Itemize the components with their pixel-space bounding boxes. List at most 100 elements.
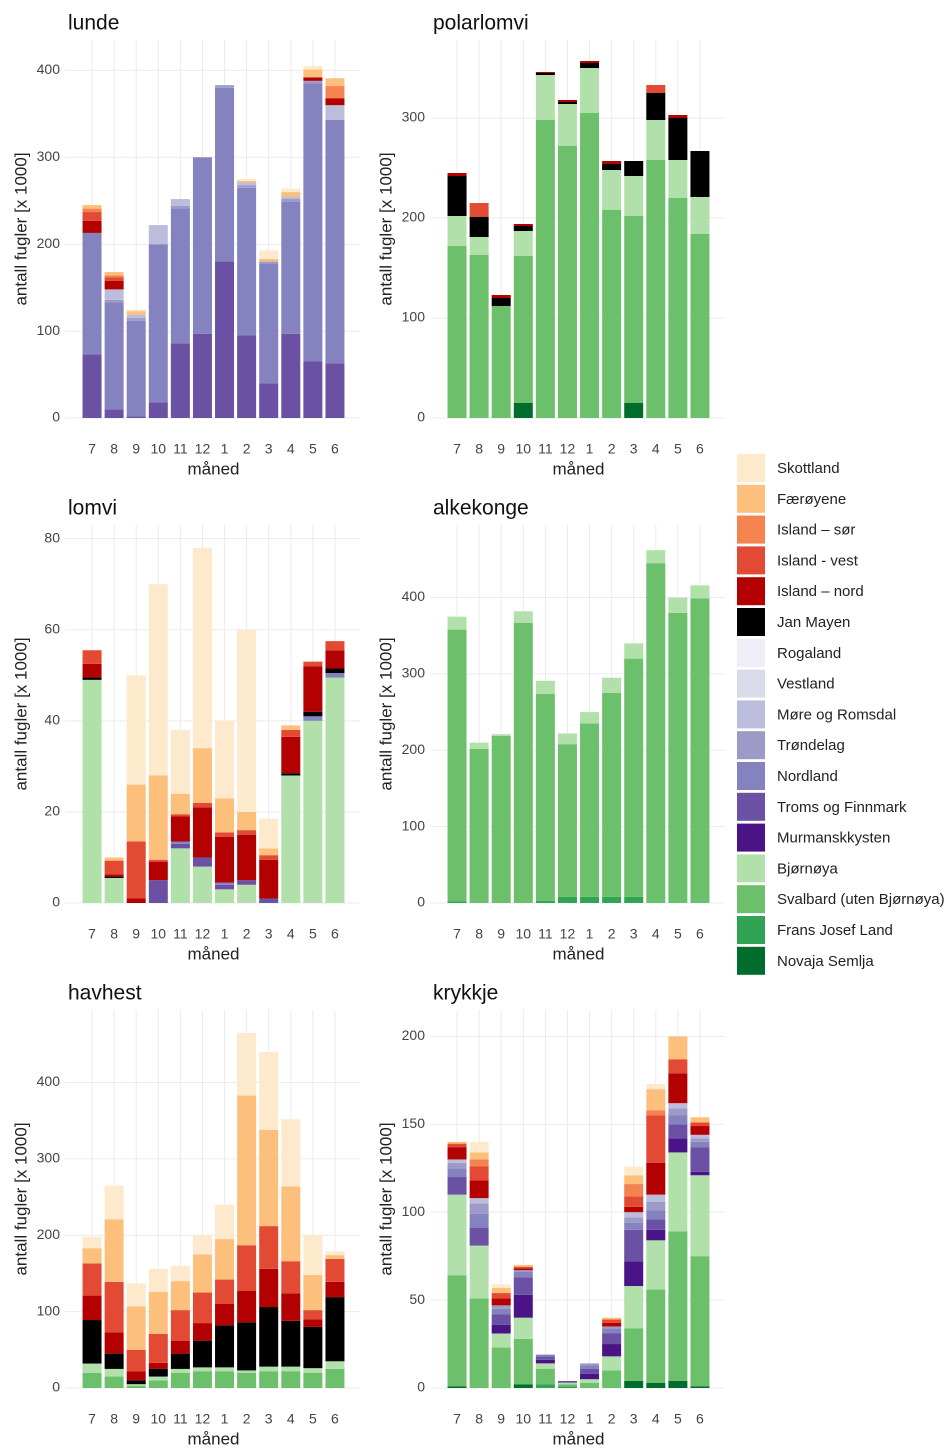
bar-segment (148, 1362, 168, 1369)
bar-segment (104, 289, 124, 300)
y-axis-title: antall fugler [x 1000] (376, 152, 395, 305)
bar-segment (126, 314, 146, 319)
bar-segment (668, 1124, 688, 1139)
y-tick-label: 80 (44, 529, 60, 545)
bar-segment (557, 1380, 577, 1383)
bar-segment (469, 1152, 489, 1160)
x-tick-label: 11 (173, 441, 188, 457)
series: Troms og Finnmark (82, 261, 345, 418)
bar-segment (148, 1333, 168, 1363)
bar-segment (170, 841, 190, 844)
bar-segment (82, 208, 102, 213)
x-tick-label: 2 (243, 926, 251, 942)
bar-segment (325, 677, 345, 903)
bar-segment (104, 277, 124, 281)
bar-segment (104, 1368, 124, 1377)
series: Bjørnøya (447, 68, 710, 256)
y-tick-label: 300 (37, 148, 61, 164)
bar-segment (602, 1322, 622, 1327)
bar-segment (104, 302, 124, 410)
series: Færøyene (104, 725, 301, 861)
legend-label: Murmanskkysten (777, 830, 890, 847)
bar-segment (668, 1231, 688, 1381)
bar-segment (624, 176, 644, 216)
bar-segment (281, 1366, 301, 1372)
bar-segment (668, 1036, 688, 1060)
bar-segment (690, 585, 710, 599)
bar-segment (535, 680, 555, 694)
bar-segment (646, 1382, 666, 1388)
bar-segment (557, 1386, 577, 1388)
bar-segment (646, 85, 666, 93)
bar-segment (646, 563, 666, 903)
bar-segment (259, 1129, 279, 1227)
bar-segment (104, 1376, 124, 1388)
bar-segment (535, 693, 555, 901)
panel: 0 50 100 150 200 Novaja SemljaFrans Josef Lan… (376, 982, 725, 1448)
bar-segment (281, 775, 301, 903)
y-tick-label: 400 (37, 1073, 61, 1089)
bar-segment (170, 343, 190, 418)
legend-swatch (737, 854, 765, 883)
bar-segment (215, 1325, 235, 1368)
series: Island – nord (447, 61, 688, 298)
bar-segment (215, 720, 235, 799)
bar-segment (580, 1373, 600, 1380)
bar-segment (126, 784, 146, 842)
bar-segment (668, 1138, 688, 1153)
legend-label: Bjørnøya (777, 860, 839, 877)
y-tick-label: 300 (37, 1150, 61, 1166)
series: Jan Mayen (82, 1297, 345, 1385)
bar-segment (447, 173, 467, 176)
bar-segment (170, 1368, 190, 1373)
bar-segment (215, 85, 235, 88)
x-tick-label: 10 (516, 1411, 532, 1427)
bar-segment (646, 1083, 666, 1090)
bar-segment (82, 1248, 102, 1264)
bar-segment (690, 1171, 710, 1176)
bar-segment (447, 1386, 467, 1388)
x-tick-label: 11 (538, 1411, 553, 1427)
series: Nordland (82, 83, 345, 417)
bar-segment (281, 192, 301, 197)
bar-segment (192, 1367, 212, 1372)
series: Færøyene (447, 1036, 710, 1320)
series: Bjørnøya (447, 550, 710, 749)
x-tick-label: 3 (265, 926, 273, 942)
bar-segment (646, 1210, 666, 1220)
bar-segment (325, 1368, 345, 1388)
series: Troms og Finnmark (447, 1124, 710, 1383)
series: Nordland (447, 1115, 710, 1369)
x-tick-label: 6 (331, 441, 339, 457)
bar-segment (602, 677, 622, 693)
x-tick-label: 3 (265, 1411, 273, 1427)
legend-label: Novaja Semlja (777, 953, 874, 970)
y-axis-title: antall fugler [x 1000] (11, 1122, 30, 1275)
series: Færøyene (82, 1095, 345, 1350)
bar-segment (215, 87, 235, 262)
bar-segment (624, 643, 644, 659)
bar-segment (325, 1258, 345, 1282)
bar-segment (215, 1239, 235, 1280)
bar-segment (215, 1367, 235, 1372)
bar-segment (215, 832, 235, 837)
bar-segment (646, 1110, 666, 1116)
y-tick-label: 200 (37, 235, 61, 251)
bar-segment (126, 675, 146, 785)
bar-segment (602, 170, 622, 210)
x-tick-label: 4 (287, 441, 295, 457)
bar-segment (126, 416, 146, 418)
bar-segment (303, 1310, 323, 1320)
bar-segment (469, 237, 489, 255)
chart-title: lomvi (68, 497, 117, 520)
bar-segment (259, 258, 279, 262)
bar-segment (259, 1052, 279, 1130)
bar-segment (170, 848, 190, 903)
bar-segment (237, 880, 257, 885)
x-tick-label: 8 (475, 441, 483, 457)
y-tick-label: 200 (402, 209, 426, 225)
bar-segment (602, 1344, 622, 1357)
bar-segment (447, 1159, 467, 1163)
bar-segment (602, 1317, 622, 1320)
